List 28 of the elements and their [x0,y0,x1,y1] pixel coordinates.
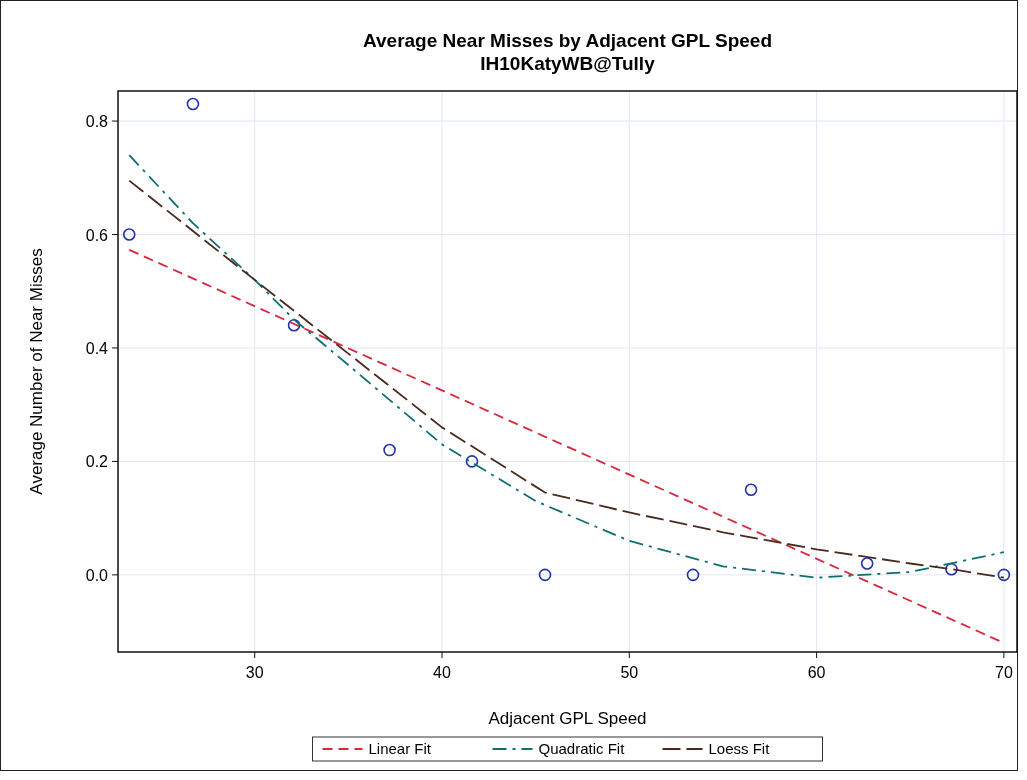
point [538,568,552,582]
x-tick-label: 40 [433,664,452,681]
y-axis-title: Average Number of Near Misses [27,248,46,495]
y-tick-label: 0.4 [85,339,109,357]
point [945,562,958,576]
point [686,568,700,582]
legend-label: Quadratic Fit [538,740,626,757]
legend-label: Loess Fit [708,740,771,757]
legend-label: Linear Fit [368,740,432,757]
x-tick-label: 50 [620,664,639,681]
y-tick-label: 0.2 [85,453,109,471]
point [287,318,301,332]
point [860,557,874,570]
point [997,568,1011,582]
point [383,443,396,457]
y-tick-label: 0.8 [85,113,109,131]
point [122,228,136,241]
chart-title: Average Near Misses by Adjacent GPL Speed [362,30,773,51]
chart-subtitle: IH10KatyWB@Tully [480,53,656,74]
x-tick-label: 30 [245,664,264,681]
point [465,455,479,468]
y-tick-label: 0.0 [85,566,109,584]
x-tick-label: 70 [994,664,1013,681]
x-axis-title: Adjacent GPL Speed [488,709,647,728]
x-tick-label: 60 [807,664,826,681]
y-tick-label: 0.6 [85,226,109,244]
point [186,97,200,111]
point [744,483,758,497]
